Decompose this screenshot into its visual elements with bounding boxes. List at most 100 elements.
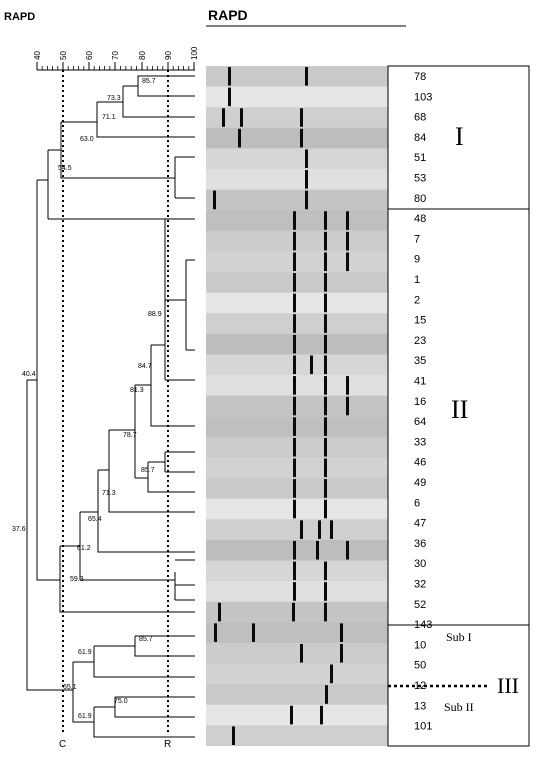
isolate-label: 35 [414,355,426,367]
node-value-label: 61.9 [78,713,92,720]
scale-tick-label: 100 [190,46,199,60]
isolate-label: 51 [414,152,426,164]
isolate-label: 101 [414,721,432,733]
gel-band [324,417,327,436]
isolate-label: 49 [414,477,426,489]
gel-band [330,520,333,539]
gel-image [206,66,388,746]
isolate-label: 52 [414,599,426,611]
node-value-label: 85.7 [139,636,153,643]
scale-tick-label: 60 [85,51,94,60]
node-value-label: 88.9 [148,311,162,318]
gel-band [325,685,328,704]
gel-band [310,355,313,375]
gel-band [293,273,296,292]
isolate-label: 12 [414,680,426,692]
gel-lane [206,725,388,746]
subcluster-label-1: Sub I [446,630,472,644]
isolate-table: 7810368845153804879121523354116643346496… [387,65,530,747]
dendrogram-branch [93,707,195,738]
gel-band [340,623,343,642]
node-value-label: 61.9 [78,649,92,656]
gel-band [324,458,327,478]
gel-lane [206,148,388,170]
gel-band [238,128,241,148]
scale-tick-label: 40 [33,51,42,60]
gel-lane [206,436,388,458]
isolate-label: 143 [414,619,432,631]
gel-band [293,293,296,313]
node-value-label: 63.0 [80,136,94,143]
gel-band [293,479,296,498]
dendrogram-branch [134,636,195,657]
gel-band [218,602,221,622]
gel-band [324,231,327,251]
gel-band [305,190,308,210]
gel-band [293,499,296,519]
gel-band [324,561,327,581]
gel-band [324,396,327,416]
isolate-label: 9 [414,254,420,266]
gel-lane [206,622,388,643]
node-value-label: 84.7 [138,363,152,370]
dendrogram-branch [60,122,175,179]
gel-band [346,396,349,416]
gel-band [316,540,319,560]
gel-lane [206,230,388,252]
gel-band [293,252,296,272]
gel-band [324,355,327,375]
gel-band [293,396,296,416]
gel-band [293,376,296,395]
gel-band [324,334,327,354]
node-value-label: 40.4 [22,371,36,378]
gel-band [214,623,217,642]
node-value-labels: 85.7 73.3 71.1 63.0 54.5 88.9 84.7 81.3 78.7 85.7… [12,78,162,720]
isolate-label: 7 [414,233,420,245]
isolate-label: 36 [414,538,426,550]
isolate-label: 10 [414,639,426,651]
dendrogram-branch [59,546,195,613]
dendrogram-branch [93,646,195,678]
gel-band [305,170,308,189]
node-value-label: 61.2 [77,545,91,552]
gel-band [324,499,327,519]
gel-lane [206,375,388,396]
gel-lane [206,519,388,540]
dendrogram-tree [26,75,195,738]
gel-lane [206,663,388,685]
gel-band [330,664,333,684]
dendrogram-branch [36,180,60,581]
isolate-label: 46 [414,457,426,469]
scale-tick-label: 90 [164,51,173,60]
gel-band [240,108,243,127]
gel-band [300,643,303,663]
isolate-label: 16 [414,396,426,408]
gel-band [318,520,321,539]
gel-band [293,582,296,601]
gel-band [293,211,296,230]
gel-lane [206,457,388,479]
isolate-label: 103 [414,91,432,103]
scale-tick-label: 70 [111,51,120,60]
isolate-label: 30 [414,558,426,570]
table-border [387,65,530,747]
gel-lane [206,684,388,705]
dendrogram-branch [114,697,195,718]
dendrogram-branch [97,470,195,553]
gel-band [324,293,327,313]
isolate-label: 68 [414,112,426,124]
cutoff-c-label: C [59,739,66,750]
cluster-label-iii: III [497,673,519,698]
left-title: RAPD [4,11,35,23]
gel-lane [206,601,388,623]
isolate-label: 15 [414,315,426,327]
gel-band [346,211,349,230]
node-value-label: 59.3 [70,576,84,583]
gel-lane [206,107,388,128]
isolate-label: 64 [414,416,426,428]
gel-band [290,705,293,725]
gel-lane [206,86,388,108]
gel-band [346,252,349,272]
isolate-label: 80 [414,193,426,205]
